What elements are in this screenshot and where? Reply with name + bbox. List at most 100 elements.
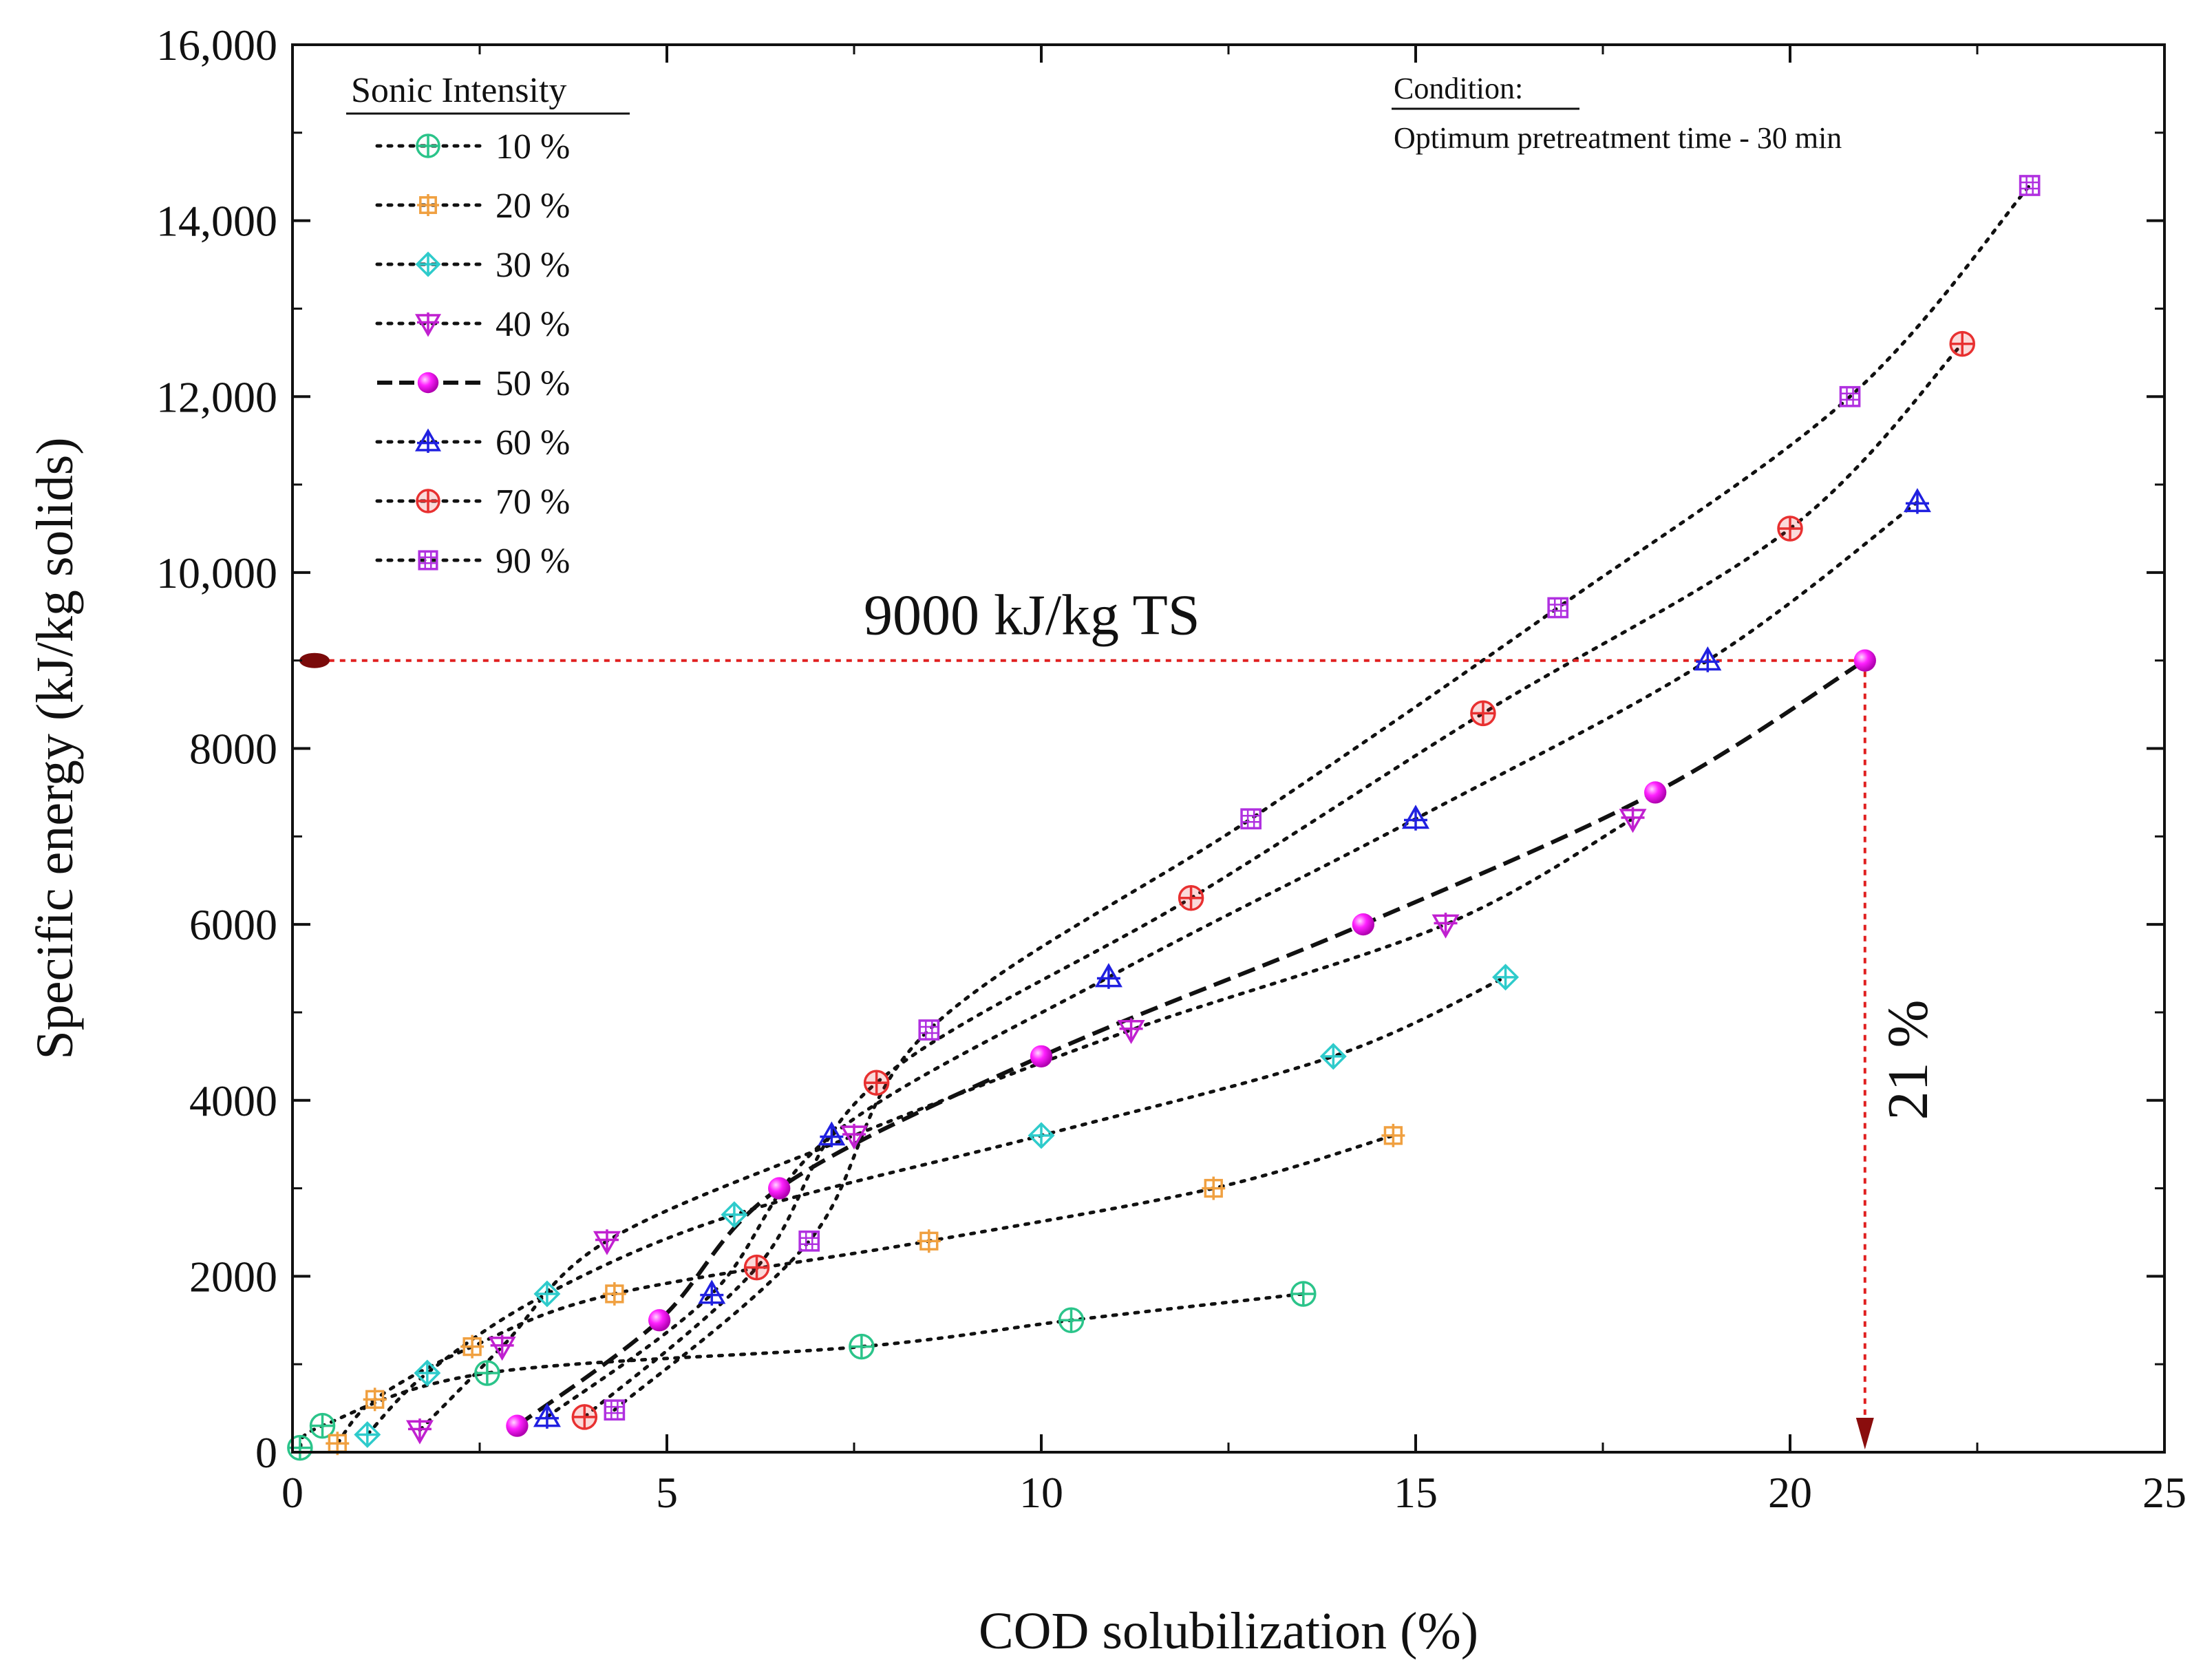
legend-label: 30 % bbox=[496, 246, 570, 285]
data-point bbox=[354, 1421, 381, 1448]
legend-marker bbox=[414, 312, 442, 337]
series-line-3 bbox=[418, 817, 1635, 1432]
data-point bbox=[698, 1279, 726, 1306]
energy-annotation-label: 9000 kJ/kg TS bbox=[864, 584, 1200, 648]
legend-label: 10 % bbox=[496, 127, 570, 167]
legend-marker bbox=[415, 251, 441, 277]
y-tick-label: 14,000 bbox=[156, 197, 277, 246]
legend-label: 50 % bbox=[496, 364, 570, 403]
data-point bbox=[1178, 885, 1204, 911]
data-point bbox=[1352, 913, 1374, 936]
x-axis-title: COD solubilization (%) bbox=[979, 1602, 1478, 1660]
legend: Sonic Intensity 10 % 20 % 30 % 40 % 50 % 60 % 7… bbox=[346, 71, 630, 581]
data-point bbox=[1094, 963, 1122, 989]
data-point bbox=[593, 1229, 621, 1255]
legend-label: 40 % bbox=[496, 305, 570, 344]
data-points bbox=[287, 175, 2041, 1461]
data-point bbox=[1644, 781, 1667, 804]
series-line-6 bbox=[582, 342, 1964, 1419]
data-point bbox=[309, 1412, 336, 1439]
legend-label: 20 % bbox=[496, 187, 570, 226]
data-point bbox=[648, 1309, 671, 1332]
legend-marker bbox=[418, 550, 438, 571]
data-point bbox=[1058, 1307, 1085, 1334]
data-point bbox=[1202, 1176, 1226, 1200]
legend-marker bbox=[416, 134, 440, 158]
series-line-0 bbox=[298, 1292, 1306, 1450]
cod-arrow-head bbox=[1855, 1418, 1874, 1449]
data-point bbox=[1030, 1045, 1053, 1067]
data-point bbox=[488, 1335, 516, 1361]
data-point bbox=[1619, 807, 1647, 833]
data-point bbox=[474, 1360, 500, 1386]
data-point bbox=[363, 1387, 387, 1412]
data-point bbox=[414, 1359, 441, 1387]
data-point bbox=[840, 1123, 869, 1150]
data-point bbox=[1853, 649, 1876, 672]
legend-title: Sonic Intensity bbox=[351, 71, 566, 110]
y-tick-label: 16,000 bbox=[156, 21, 277, 70]
data-point bbox=[1839, 385, 1861, 407]
y-tick-label: 0 bbox=[255, 1428, 277, 1477]
condition-title: Condition: bbox=[1394, 72, 1523, 105]
x-tick-label: 20 bbox=[1768, 1468, 1812, 1517]
y-tick-label: 4000 bbox=[189, 1076, 277, 1125]
data-point bbox=[1381, 1123, 1405, 1147]
data-point bbox=[849, 1333, 875, 1360]
y-tick-label: 10,000 bbox=[156, 549, 277, 597]
data-point bbox=[798, 1230, 820, 1252]
y-tick-label: 8000 bbox=[189, 725, 277, 774]
data-point bbox=[571, 1404, 598, 1430]
data-point bbox=[604, 1399, 626, 1421]
data-point bbox=[863, 1070, 890, 1096]
data-point bbox=[1492, 964, 1520, 991]
data-point bbox=[1903, 488, 1931, 514]
cod-annotation-label: 21 % bbox=[1876, 1000, 1940, 1120]
data-point bbox=[1117, 1018, 1145, 1045]
data-point bbox=[533, 1280, 561, 1308]
data-point bbox=[1470, 700, 1496, 727]
legend-marker bbox=[417, 194, 439, 216]
data-point bbox=[1290, 1281, 1317, 1307]
data-point bbox=[2019, 175, 2041, 196]
axes: 0 5 10 15 20 25 0 2000 4000 6000 8000 10,000 12,000 1… bbox=[26, 21, 2186, 1660]
data-point bbox=[405, 1418, 434, 1445]
x-tick-label: 25 bbox=[2142, 1468, 2186, 1517]
y-tick-label: 6000 bbox=[189, 900, 277, 949]
data-point bbox=[533, 1403, 561, 1429]
x-tick-label: 10 bbox=[1019, 1468, 1063, 1517]
series-line-7 bbox=[613, 184, 2032, 1412]
data-point bbox=[1547, 597, 1569, 619]
data-point bbox=[460, 1335, 485, 1359]
data-point bbox=[1777, 515, 1803, 542]
x-tick-label: 15 bbox=[1394, 1468, 1438, 1517]
data-point bbox=[1432, 913, 1460, 939]
series-line-2 bbox=[365, 975, 1508, 1436]
condition-box: Condition: Optimum pretreatment time - 30… bbox=[1392, 72, 1842, 155]
data-point bbox=[1028, 1122, 1055, 1149]
data-point bbox=[1694, 646, 1722, 672]
data-point bbox=[818, 1121, 846, 1147]
x-tick-label: 0 bbox=[281, 1468, 304, 1517]
data-point bbox=[1319, 1043, 1347, 1070]
data-point bbox=[743, 1254, 770, 1281]
data-point bbox=[917, 1229, 941, 1253]
x-tick-label: 5 bbox=[656, 1468, 678, 1517]
data-point bbox=[1240, 808, 1262, 830]
data-point bbox=[1401, 805, 1430, 831]
annotations: 9000 kJ/kg TS 21 % bbox=[299, 584, 1940, 1449]
y-tick-label: 12,000 bbox=[156, 372, 277, 421]
data-point bbox=[768, 1177, 791, 1200]
data-point bbox=[602, 1282, 626, 1306]
data-point bbox=[506, 1414, 529, 1437]
energy-arrow-head bbox=[299, 652, 330, 668]
condition-text: Optimum pretreatment time - 30 min bbox=[1394, 121, 1842, 155]
data-point bbox=[918, 1019, 940, 1041]
legend-label: 60 % bbox=[496, 423, 570, 462]
legend-marker bbox=[414, 428, 442, 453]
legend-marker bbox=[416, 489, 440, 513]
legend-marker bbox=[417, 372, 439, 394]
legend-label: 70 % bbox=[496, 482, 570, 522]
